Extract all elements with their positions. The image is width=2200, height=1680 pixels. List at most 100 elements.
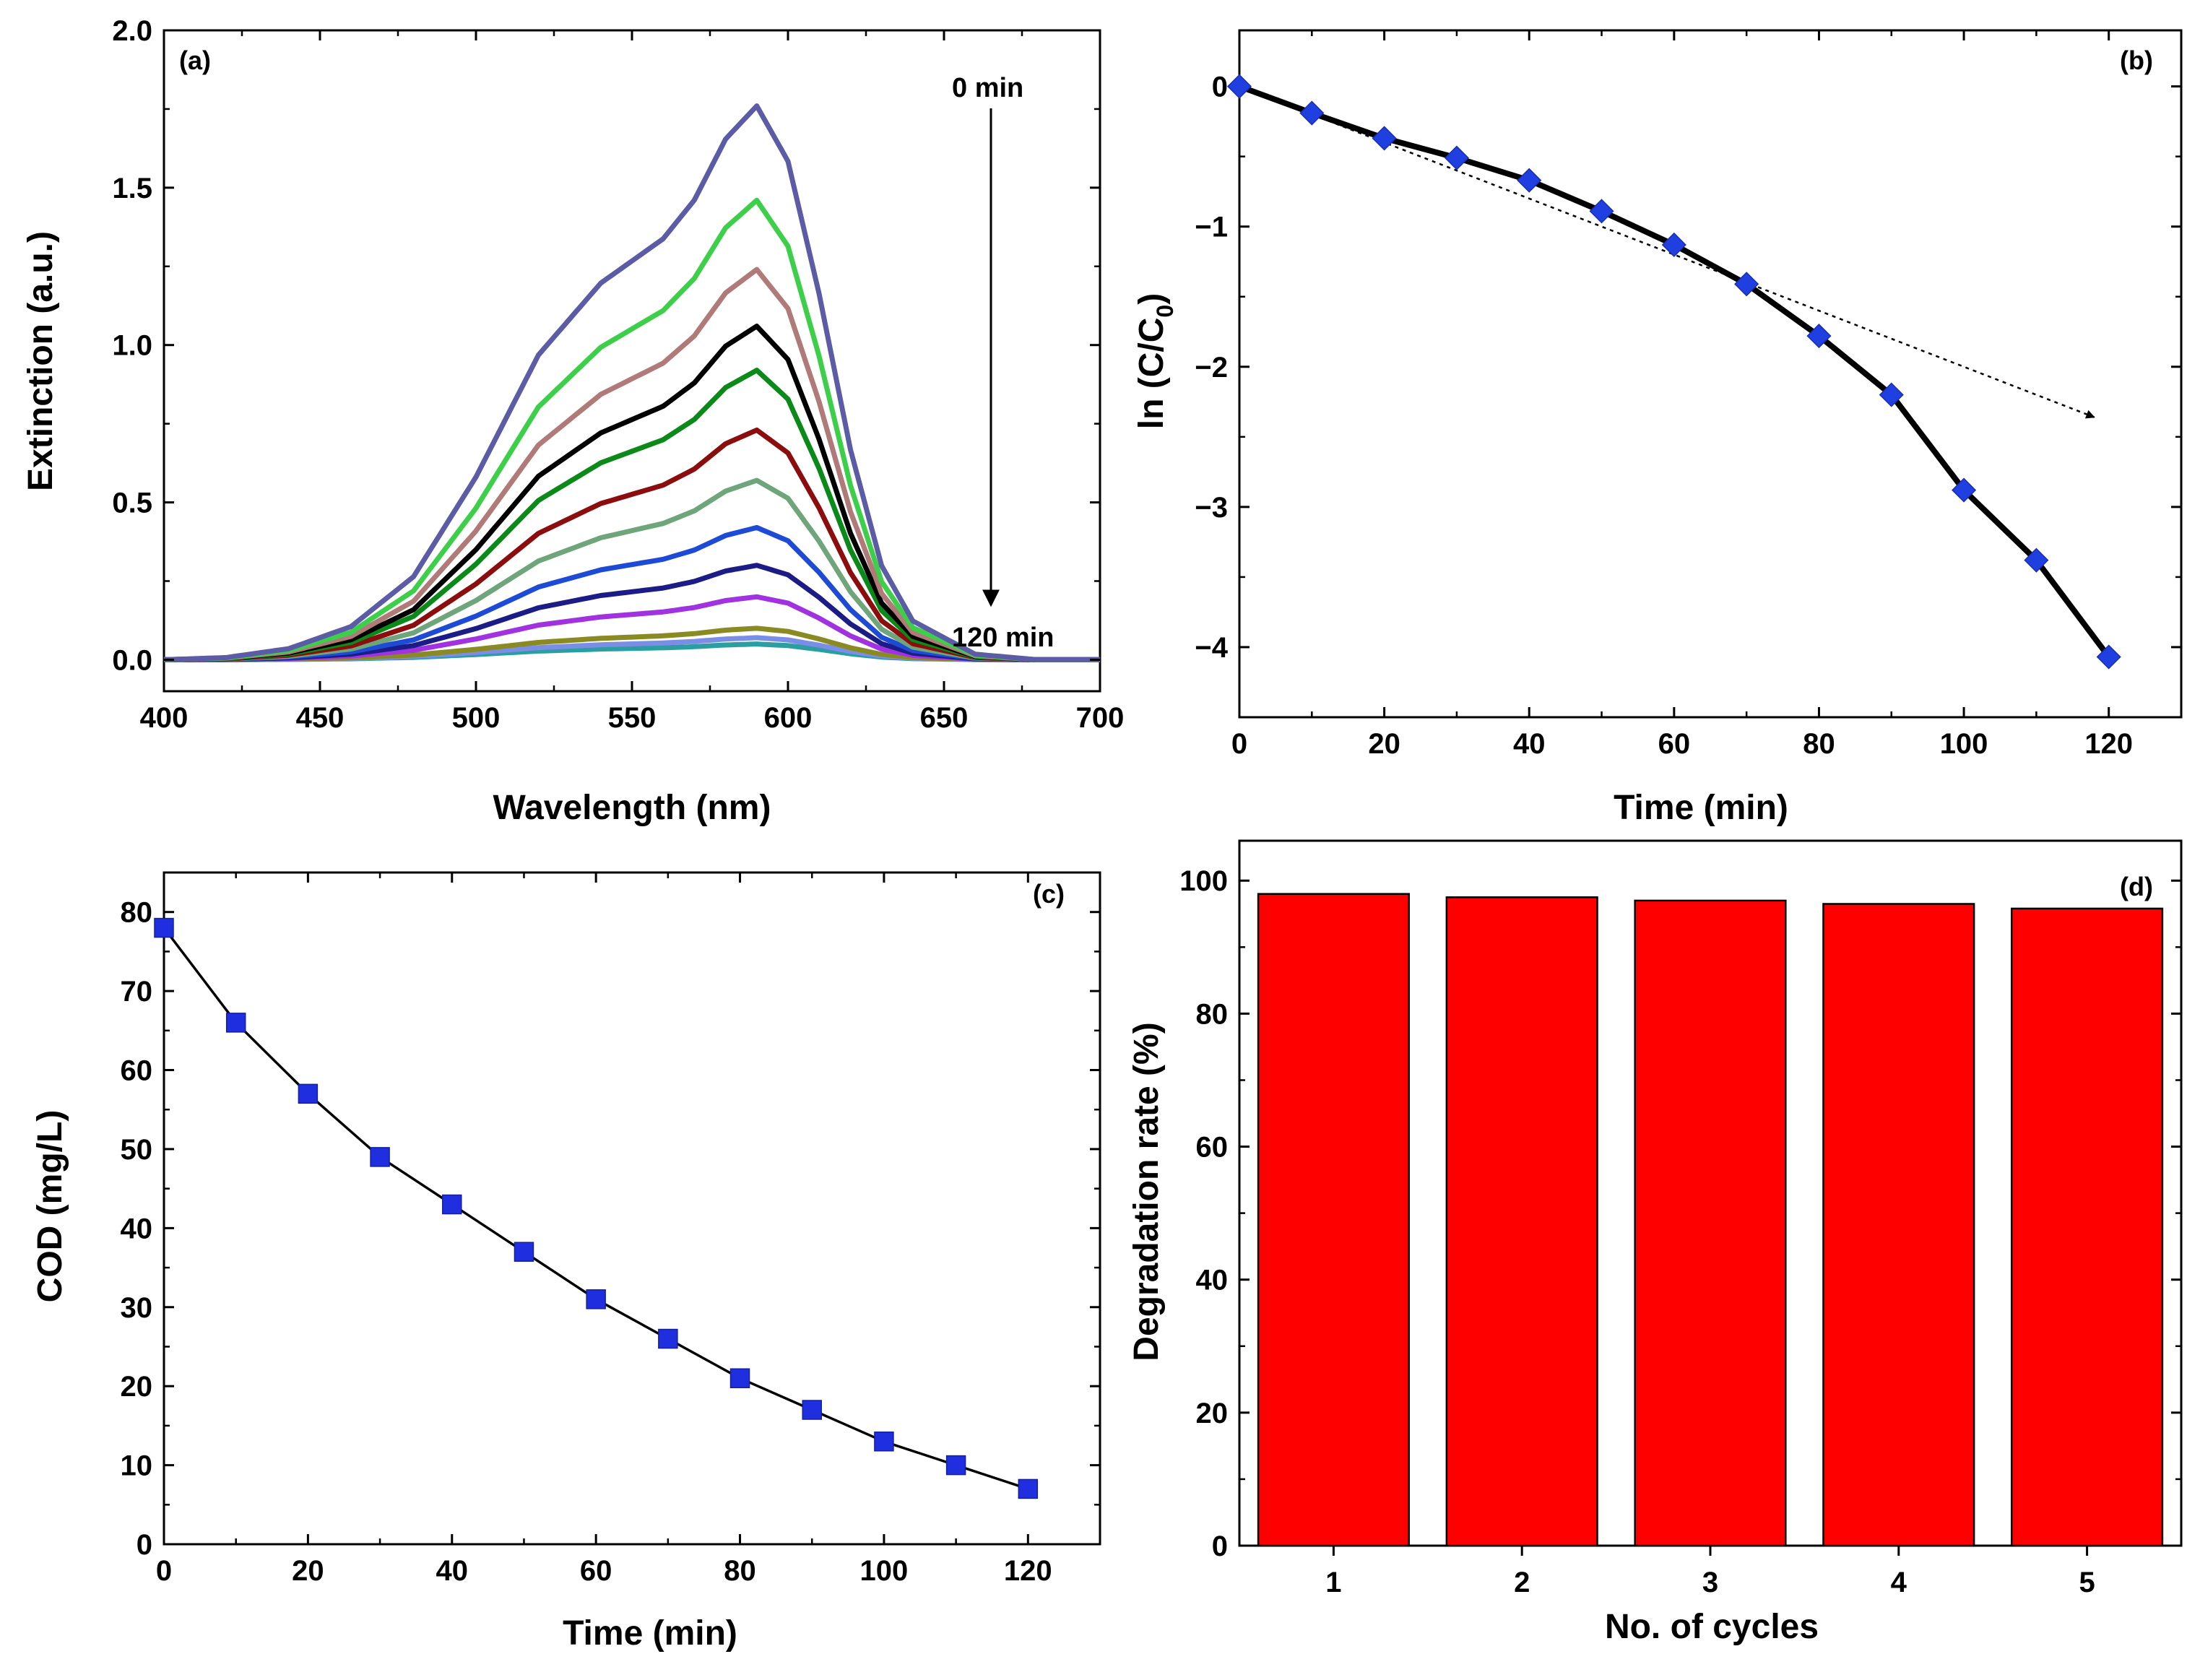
y-tick-label: 70 bbox=[121, 976, 153, 1008]
ln-c-c0-point bbox=[2096, 644, 2121, 670]
panel-b-y-axis-title-main: ln (C/C bbox=[1133, 318, 1171, 430]
cod-point bbox=[586, 1289, 606, 1309]
panel-a-label: (a) bbox=[179, 46, 211, 75]
y-tick-label: 60 bbox=[121, 1055, 153, 1087]
ln-c-c0-point bbox=[1589, 199, 1614, 224]
ln-c-c0-point bbox=[1299, 100, 1325, 126]
cod-point bbox=[658, 1328, 678, 1349]
panel-a-x-axis-title: Wavelength (nm) bbox=[493, 789, 771, 827]
panel-b-y-axis-title-end: ) bbox=[1133, 293, 1171, 305]
panel-a-curves bbox=[163, 103, 1100, 662]
panel-a-annotation-start: 0 min bbox=[952, 73, 1023, 103]
x-tick-label: 40 bbox=[1513, 728, 1546, 760]
x-tick-label: 20 bbox=[292, 1555, 324, 1587]
x-category-label: 5 bbox=[2079, 1567, 2095, 1598]
spectrum-line-0-min bbox=[163, 103, 1100, 662]
x-tick-label: 450 bbox=[296, 702, 345, 734]
panel-a-spectra-chart: 400 450 500 550 600 650 700 0.0 0.5 1.0 1.5 2.0 (a)… bbox=[22, 15, 1124, 827]
y-tick-label: 40 bbox=[1196, 1265, 1229, 1296]
cod-point bbox=[298, 1083, 319, 1104]
y-tick-label: 10 bbox=[121, 1450, 153, 1482]
linear-fit-guide-arrow bbox=[1239, 85, 2095, 419]
y-tick-label: 80 bbox=[1196, 998, 1229, 1030]
x-tick-label: 60 bbox=[1658, 728, 1691, 760]
cod-point bbox=[874, 1432, 894, 1452]
ln-c-c0-point bbox=[1952, 477, 1977, 503]
panel-a-ticks: 400 450 500 550 600 650 700 0.0 0.5 1.0 1.5 2.0 bbox=[112, 15, 1124, 734]
panel-c-series bbox=[154, 917, 1039, 1499]
panel-c-ticks: 0 20 40 60 80 100 120 0 10 20 30 40 50 60 70 80 bbox=[121, 873, 1100, 1587]
panel-b-series bbox=[1226, 74, 2121, 670]
panel-c-cod-chart: 0 20 40 60 80 100 120 0 10 20 30 40 50 60 70 80 (c) Tim… bbox=[31, 871, 1101, 1653]
y-tick-label: 50 bbox=[121, 1134, 153, 1166]
x-tick-label: 500 bbox=[452, 702, 501, 734]
panel-b-plot-frame bbox=[1238, 29, 2183, 719]
panel-c-y-axis-title: COD (mg/L) bbox=[31, 1110, 69, 1303]
panel-b-x-axis-title: Time (min) bbox=[1614, 789, 1788, 827]
y-tick-label: 60 bbox=[1196, 1132, 1229, 1164]
panel-d-bars bbox=[1257, 893, 2164, 1547]
degradation-bar-cycle-5 bbox=[2011, 907, 2164, 1547]
ln-c-c0-point bbox=[2024, 547, 2049, 573]
y-tick-label: 0 bbox=[1212, 72, 1228, 103]
panel-d-y-axis-title: Degradation rate (%) bbox=[1127, 1022, 1166, 1361]
cod-point bbox=[729, 1368, 750, 1388]
cod-point bbox=[514, 1242, 534, 1262]
y-tick-label: −4 bbox=[1195, 632, 1228, 664]
y-tick-label: 30 bbox=[121, 1292, 153, 1324]
y-tick-label: −3 bbox=[1195, 492, 1228, 524]
ln-c-c0-point bbox=[1879, 382, 1904, 407]
panel-d-cycles-chart: 0 20 40 60 80 100 1 2 3 4 5 (d) No. of cycles Degr… bbox=[1127, 839, 2183, 1646]
x-tick-label: 120 bbox=[2084, 728, 2133, 760]
panel-b-ticks: 0 20 40 60 80 100 120 0 −1 −2 −3 −4 bbox=[1195, 30, 2181, 760]
x-tick-label: 100 bbox=[1940, 728, 1988, 760]
y-tick-label: 1.5 bbox=[112, 173, 152, 204]
x-category-label: 3 bbox=[1702, 1567, 1718, 1598]
panel-c-label: (c) bbox=[1033, 879, 1065, 909]
panel-a-y-axis-title: Extinction (a.u.) bbox=[22, 231, 60, 491]
ln-c-c0-point bbox=[1734, 272, 1759, 297]
cod-point bbox=[225, 1013, 246, 1033]
cod-point bbox=[1018, 1478, 1039, 1499]
panel-b-y-axis-title-sub: 0 bbox=[1152, 305, 1178, 318]
x-tick-label: 0 bbox=[1231, 728, 1247, 760]
x-tick-label: 700 bbox=[1076, 702, 1125, 734]
ln-c-c0-point bbox=[1372, 126, 1397, 151]
panel-d-label: (d) bbox=[2120, 872, 2153, 901]
x-tick-label: 550 bbox=[608, 702, 657, 734]
panel-c-x-axis-title: Time (min) bbox=[563, 1614, 737, 1653]
panel-b-label: (b) bbox=[2120, 46, 2153, 75]
x-category-label: 1 bbox=[1325, 1567, 1341, 1598]
y-tick-label: 20 bbox=[1196, 1398, 1229, 1429]
y-tick-label: −1 bbox=[1195, 212, 1228, 243]
y-tick-label: 40 bbox=[121, 1213, 153, 1244]
y-tick-label: 0 bbox=[1212, 1530, 1228, 1562]
panel-d-x-axis-title: No. of cycles bbox=[1605, 1608, 1819, 1646]
x-tick-label: 20 bbox=[1368, 728, 1400, 760]
spectrum-line-10-min bbox=[163, 197, 1100, 662]
x-tick-label: 100 bbox=[860, 1555, 909, 1587]
y-tick-label: 80 bbox=[121, 897, 153, 929]
ln-c-c0-point bbox=[1444, 145, 1469, 170]
x-tick-label: 0 bbox=[156, 1555, 172, 1587]
cod-point bbox=[802, 1400, 822, 1420]
cod-line bbox=[163, 927, 1028, 1491]
panel-d-ticks: 0 20 40 60 80 100 1 2 3 4 5 bbox=[1179, 865, 2181, 1598]
y-tick-label: 1.0 bbox=[112, 330, 152, 362]
y-tick-label: 0.0 bbox=[112, 644, 152, 676]
y-tick-label: 20 bbox=[121, 1371, 153, 1403]
x-tick-label: 650 bbox=[920, 702, 969, 734]
x-category-label: 2 bbox=[1514, 1567, 1530, 1598]
ln-c-c0-point bbox=[1517, 168, 1542, 193]
cod-point bbox=[370, 1147, 390, 1167]
x-tick-label: 400 bbox=[140, 702, 189, 734]
x-tick-label: 120 bbox=[1004, 1555, 1052, 1587]
x-category-label: 4 bbox=[1891, 1567, 1907, 1598]
degradation-bar-cycle-1 bbox=[1257, 893, 1410, 1547]
x-tick-label: 80 bbox=[724, 1555, 756, 1587]
y-tick-label: 0.5 bbox=[112, 488, 152, 519]
x-tick-label: 40 bbox=[436, 1555, 469, 1587]
x-tick-label: 80 bbox=[1803, 728, 1835, 760]
degradation-bar-cycle-4 bbox=[1822, 903, 1975, 1547]
